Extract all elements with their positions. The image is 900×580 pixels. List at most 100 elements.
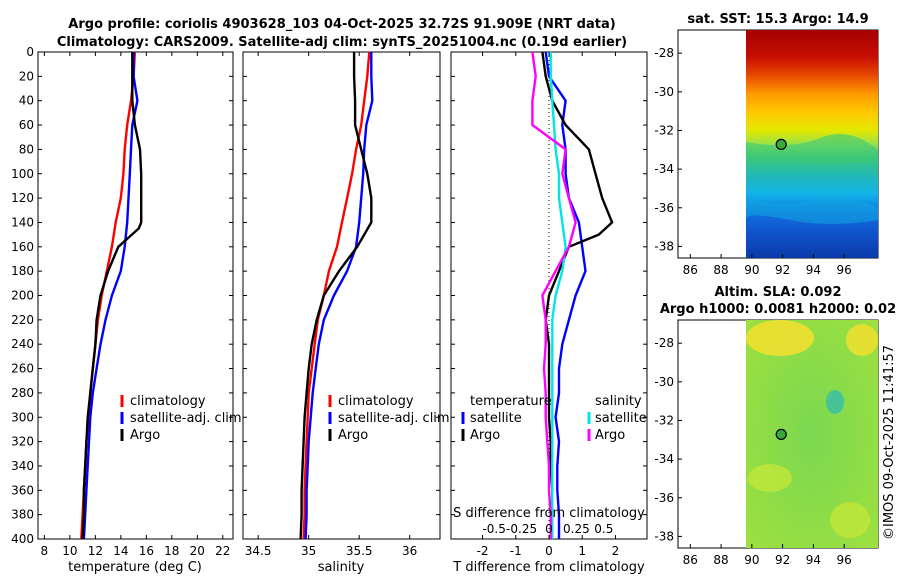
map-x-tick-label: 92 [775,263,790,277]
y-tick-label: 300 [11,410,34,424]
series-line-salinity-satellite [549,52,567,539]
map-y-tick-label: -30 [654,85,674,99]
sla-high-patch-east [846,324,878,356]
map-x-tick-label: 94 [806,553,821,567]
y-tick-label: 360 [11,483,34,497]
map-y-tick-label: -28 [654,336,674,350]
y-tick-label: 220 [11,313,34,327]
map-y-tick-label: -34 [654,452,674,466]
map-y-tick-label: -34 [654,162,674,176]
map-y-tick-label: -36 [654,201,674,215]
legend-s-argo-label: Argo [595,428,625,443]
legend-salinity-heading: salinity [595,394,642,409]
map-x-tick-label: 86 [683,263,698,277]
figure-title-line2: Climatology: CARS2009. Satellite-adj cli… [57,35,627,50]
y-tick-label: 260 [11,362,34,376]
x-tick-label: 0 [545,544,553,558]
legend-t-satellite-label: satellite [470,411,522,426]
salinity-lines [299,51,374,540]
y-tick-label: 100 [11,167,34,181]
y-tick-label: 380 [11,508,34,522]
y-tick-label: 240 [11,337,34,351]
y-tick-label: 60 [19,118,34,132]
t-difference-xlabel: T difference from climatology [452,560,645,575]
difference-panel: -2 -1 0 1 2 T difference from climatology S … [450,51,648,575]
map-x-tick-label: 90 [744,263,759,277]
sst-map-ticks: 86 88 90 92 94 96 -28 -30 -32 -34 -36 -38 [654,46,851,277]
legend-temperature-heading: temperature [470,394,552,409]
legend-s-satellite-label: satellite [595,411,647,426]
y-tick-label: 160 [11,240,34,254]
legend-t-argo-label: Argo [470,428,500,443]
y-tick-label: 180 [11,264,34,278]
s-difference-ticks: -0.5 -0.25 0 0.25 0.5 [482,522,613,536]
legend-satellite-label: satellite-adj. clim [130,411,242,426]
salinity-axes [242,51,441,540]
sla-high-patch [746,320,814,356]
figure-title-line1: Argo profile: coriolis 4903628_103 04-Oc… [68,17,615,32]
s-tick-label: 0.5 [594,522,613,536]
x-tick-label: 14 [113,544,128,558]
x-tick-label: -1 [510,544,522,558]
x-tick-label: 16 [139,544,154,558]
s-tick-label: 0.25 [563,522,590,536]
salinity-legend: climatology satellite-adj. clim Argo [328,394,450,443]
s-tick-label: -0.25 [506,522,537,536]
x-tick-label: 1 [578,544,586,558]
y-tick-label: 120 [11,191,34,205]
s-difference-xlabel: S difference from climatology [453,506,645,521]
series-line-satellite-adj-clim [82,52,139,540]
argo-position-marker [775,138,787,150]
map-y-tick-label: -30 [654,375,674,389]
map-y-tick-label: -36 [654,491,674,505]
sla-patch-se [830,502,870,538]
map-x-tick-label: 92 [775,553,790,567]
temperature-panel: 0 20 40 60 80 100 120 140 160 180 200 220 240 260 280 3… [11,45,242,575]
y-tick-label: 200 [11,289,34,303]
legend-climatology-label: climatology [338,394,414,409]
s-tick-label: 0 [545,522,553,536]
y-tick-label: 340 [11,459,34,473]
x-tick-label: 34.5 [245,544,272,558]
x-tick-label: 35 [301,544,316,558]
sla-low-patch [826,390,844,414]
map-y-tick-label: -38 [654,239,674,253]
x-tick-label: 2 [612,544,620,558]
legend-satellite-label: satellite-adj. clim [338,411,450,426]
series-line-argo [299,52,373,540]
map-x-tick-label: 96 [837,263,852,277]
x-tick-label: 18 [164,544,179,558]
x-tick-label: -2 [477,544,489,558]
sst-map-title: sat. SST: 15.3 Argo: 14.9 [687,12,868,27]
map-x-tick-label: 94 [806,263,821,277]
difference-lines [531,51,614,539]
sla-map-title-line2: Argo h1000: 0.0081 h2000: 0.02 [660,302,896,317]
map-x-tick-label: 90 [744,553,759,567]
map-y-tick-label: -32 [654,413,674,427]
map-y-tick-label: -28 [654,46,674,60]
y-tick-label: 80 [19,142,34,156]
s-tick-label: -0.5 [482,522,505,536]
salinity-panel: 34.5 35 35.5 36 salinity climatology satell… [242,51,450,575]
map-x-tick-label: 88 [713,553,728,567]
y-tick-label: 400 [11,532,34,546]
legend-argo-label: Argo [130,428,160,443]
y-tick-label: 0 [26,45,34,59]
legend-climatology-label: climatology [130,394,206,409]
y-tick-label: 40 [19,94,34,108]
map-x-tick-label: 88 [713,263,728,277]
x-tick-label: 8 [41,544,49,558]
temperature-xlabel: temperature (deg C) [68,560,202,575]
map-y-tick-label: -38 [654,529,674,543]
temperature-legend: climatology satellite-adj. clim Argo [120,394,242,443]
x-tick-label: 20 [190,544,205,558]
x-tick-label: 12 [88,544,103,558]
series-line-salinity-argo [531,51,577,539]
x-tick-label: 10 [62,544,77,558]
sla-map-title-line1: Altim. SLA: 0.092 [715,285,842,300]
y-tick-label: 20 [19,69,34,83]
temperature-ticks: 0 20 40 60 80 100 120 140 160 180 200 220 240 260 280 3… [11,45,233,558]
salinity-xlabel: salinity [318,560,365,575]
series-line-temperature-argo [541,51,614,539]
sla-map-ticks: 86 88 90 92 94 96 -28 -30 -32 -34 -36 -38 [654,336,851,567]
